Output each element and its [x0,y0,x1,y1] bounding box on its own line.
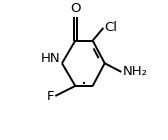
Text: NH₂: NH₂ [122,65,148,78]
Text: O: O [70,2,81,15]
Text: F: F [47,90,54,103]
Text: HN: HN [41,52,60,65]
Text: Cl: Cl [105,21,118,34]
